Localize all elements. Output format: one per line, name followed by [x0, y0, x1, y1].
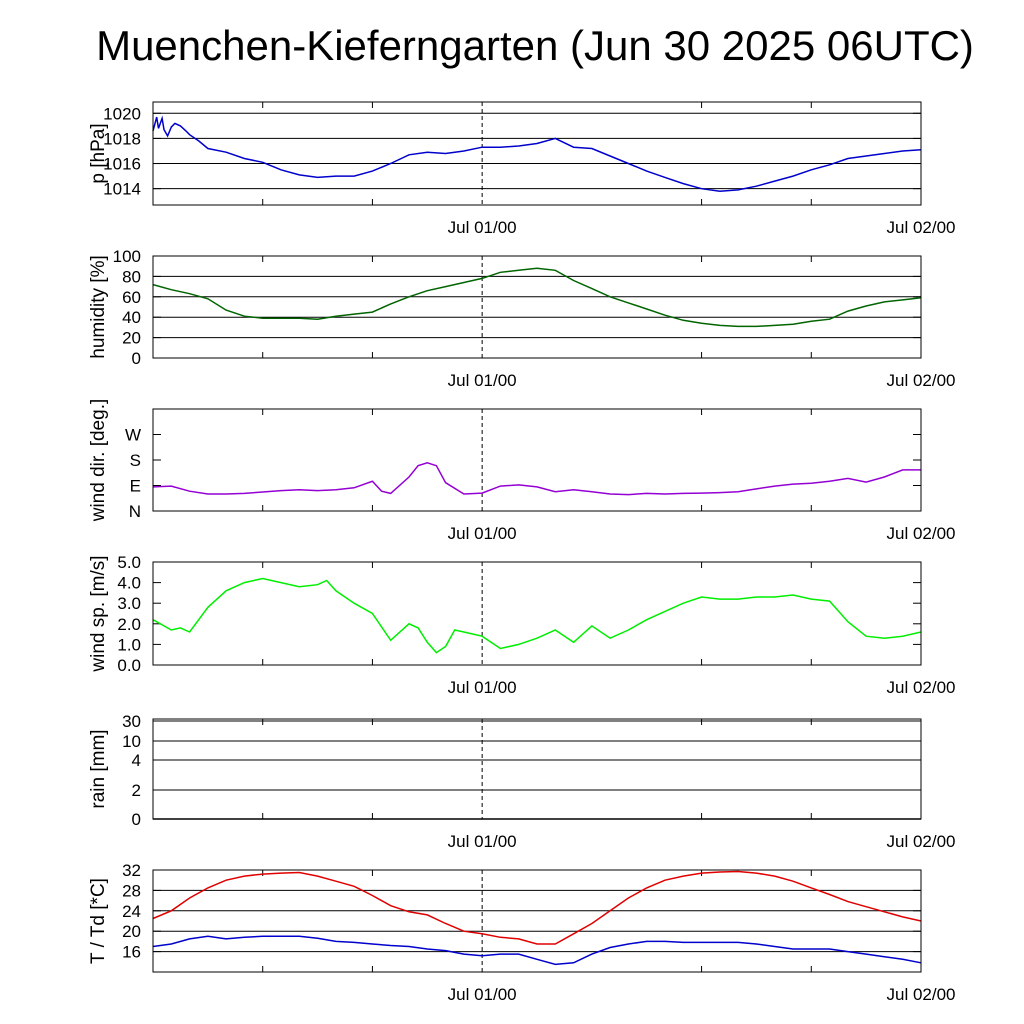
y-tick-label: 2.0 — [117, 615, 141, 634]
y-tick-label: 2 — [132, 781, 141, 800]
x-tick-label: Jul 02/00 — [887, 524, 956, 543]
y-tick-label: 10 — [122, 732, 141, 751]
x-tick-label: Jul 01/00 — [448, 524, 517, 543]
plot-frame — [152, 718, 922, 820]
y-axis-label: humidity [%] — [88, 255, 109, 358]
y-tick-label: 20 — [122, 922, 141, 941]
x-tick-label: Jul 02/00 — [887, 678, 956, 697]
y-tick-label: W — [125, 426, 141, 445]
panel-4: 0.0 1.02.0 3.04.0 5.0 wind sp. [m/s] Jul 01/0… — [88, 553, 956, 697]
y-tick-label: 1020 — [103, 104, 141, 123]
plot-frame — [152, 869, 922, 973]
y-tick-label: N — [129, 502, 141, 521]
y-tick-label: 4 — [132, 751, 141, 770]
y-tick-label: S — [130, 451, 141, 470]
series-line-pressure — [152, 115, 922, 192]
y-tick-label: E — [130, 477, 141, 496]
series-line-temperature — [152, 870, 922, 945]
x-tick-label: Jul 01/00 — [448, 218, 517, 237]
y-tick-label: 0 — [132, 349, 141, 368]
y-tick-label: 60 — [122, 288, 141, 307]
y-tick-label: 20 — [122, 329, 141, 348]
y-axis-label: wind dir. [deg.] — [88, 399, 109, 523]
x-tick-label: Jul 02/00 — [887, 985, 956, 1004]
series-line-wind_sp — [152, 577, 922, 654]
x-tick-label: Jul 01/00 — [448, 371, 517, 390]
y-tick-label: 30 — [122, 712, 141, 731]
y-tick-label: 16 — [122, 943, 141, 962]
y-axis-label: p [hPa] — [88, 123, 109, 183]
x-tick-label: Jul 01/00 — [448, 985, 517, 1004]
y-tick-label: 28 — [122, 881, 141, 900]
series-line-wind_dir — [152, 462, 921, 496]
y-tick-label: 80 — [122, 267, 141, 286]
series-line-dewpoint — [152, 935, 922, 966]
y-tick-label: 1016 — [103, 155, 141, 174]
x-tick-label: Jul 01/00 — [448, 832, 517, 851]
series-line-humidity — [152, 267, 922, 328]
page-title: Muenchen-Kieferngarten (Jun 30 2025 06UT… — [96, 22, 974, 69]
y-tick-label: 1.0 — [117, 635, 141, 654]
y-tick-label: 4.0 — [117, 574, 141, 593]
y-tick-label: 40 — [122, 308, 141, 327]
y-tick-label: 100 — [113, 247, 141, 266]
y-tick-label: 5.0 — [117, 553, 141, 572]
plot-frame — [152, 101, 922, 206]
y-tick-label: 0 — [132, 810, 141, 829]
x-tick-label: Jul 02/00 — [887, 832, 956, 851]
plot-frame — [152, 255, 922, 359]
y-axis-label: rain [mm] — [88, 729, 109, 808]
y-tick-label: 32 — [122, 861, 141, 880]
x-tick-label: Jul 01/00 — [448, 678, 517, 697]
y-tick-label: 1018 — [103, 129, 141, 148]
y-tick-label: 3.0 — [117, 594, 141, 613]
y-axis-label: T / Td [*C] — [88, 878, 109, 964]
plot-frame — [152, 408, 922, 512]
y-tick-label: 1014 — [103, 180, 141, 199]
x-tick-label: Jul 02/00 — [887, 218, 956, 237]
plot-frame — [152, 561, 922, 666]
y-tick-label: 24 — [122, 902, 141, 921]
y-tick-label: 0.0 — [117, 656, 141, 675]
x-tick-label: Jul 02/00 — [887, 371, 956, 390]
y-axis-label: wind sp. [m/s] — [88, 555, 109, 672]
